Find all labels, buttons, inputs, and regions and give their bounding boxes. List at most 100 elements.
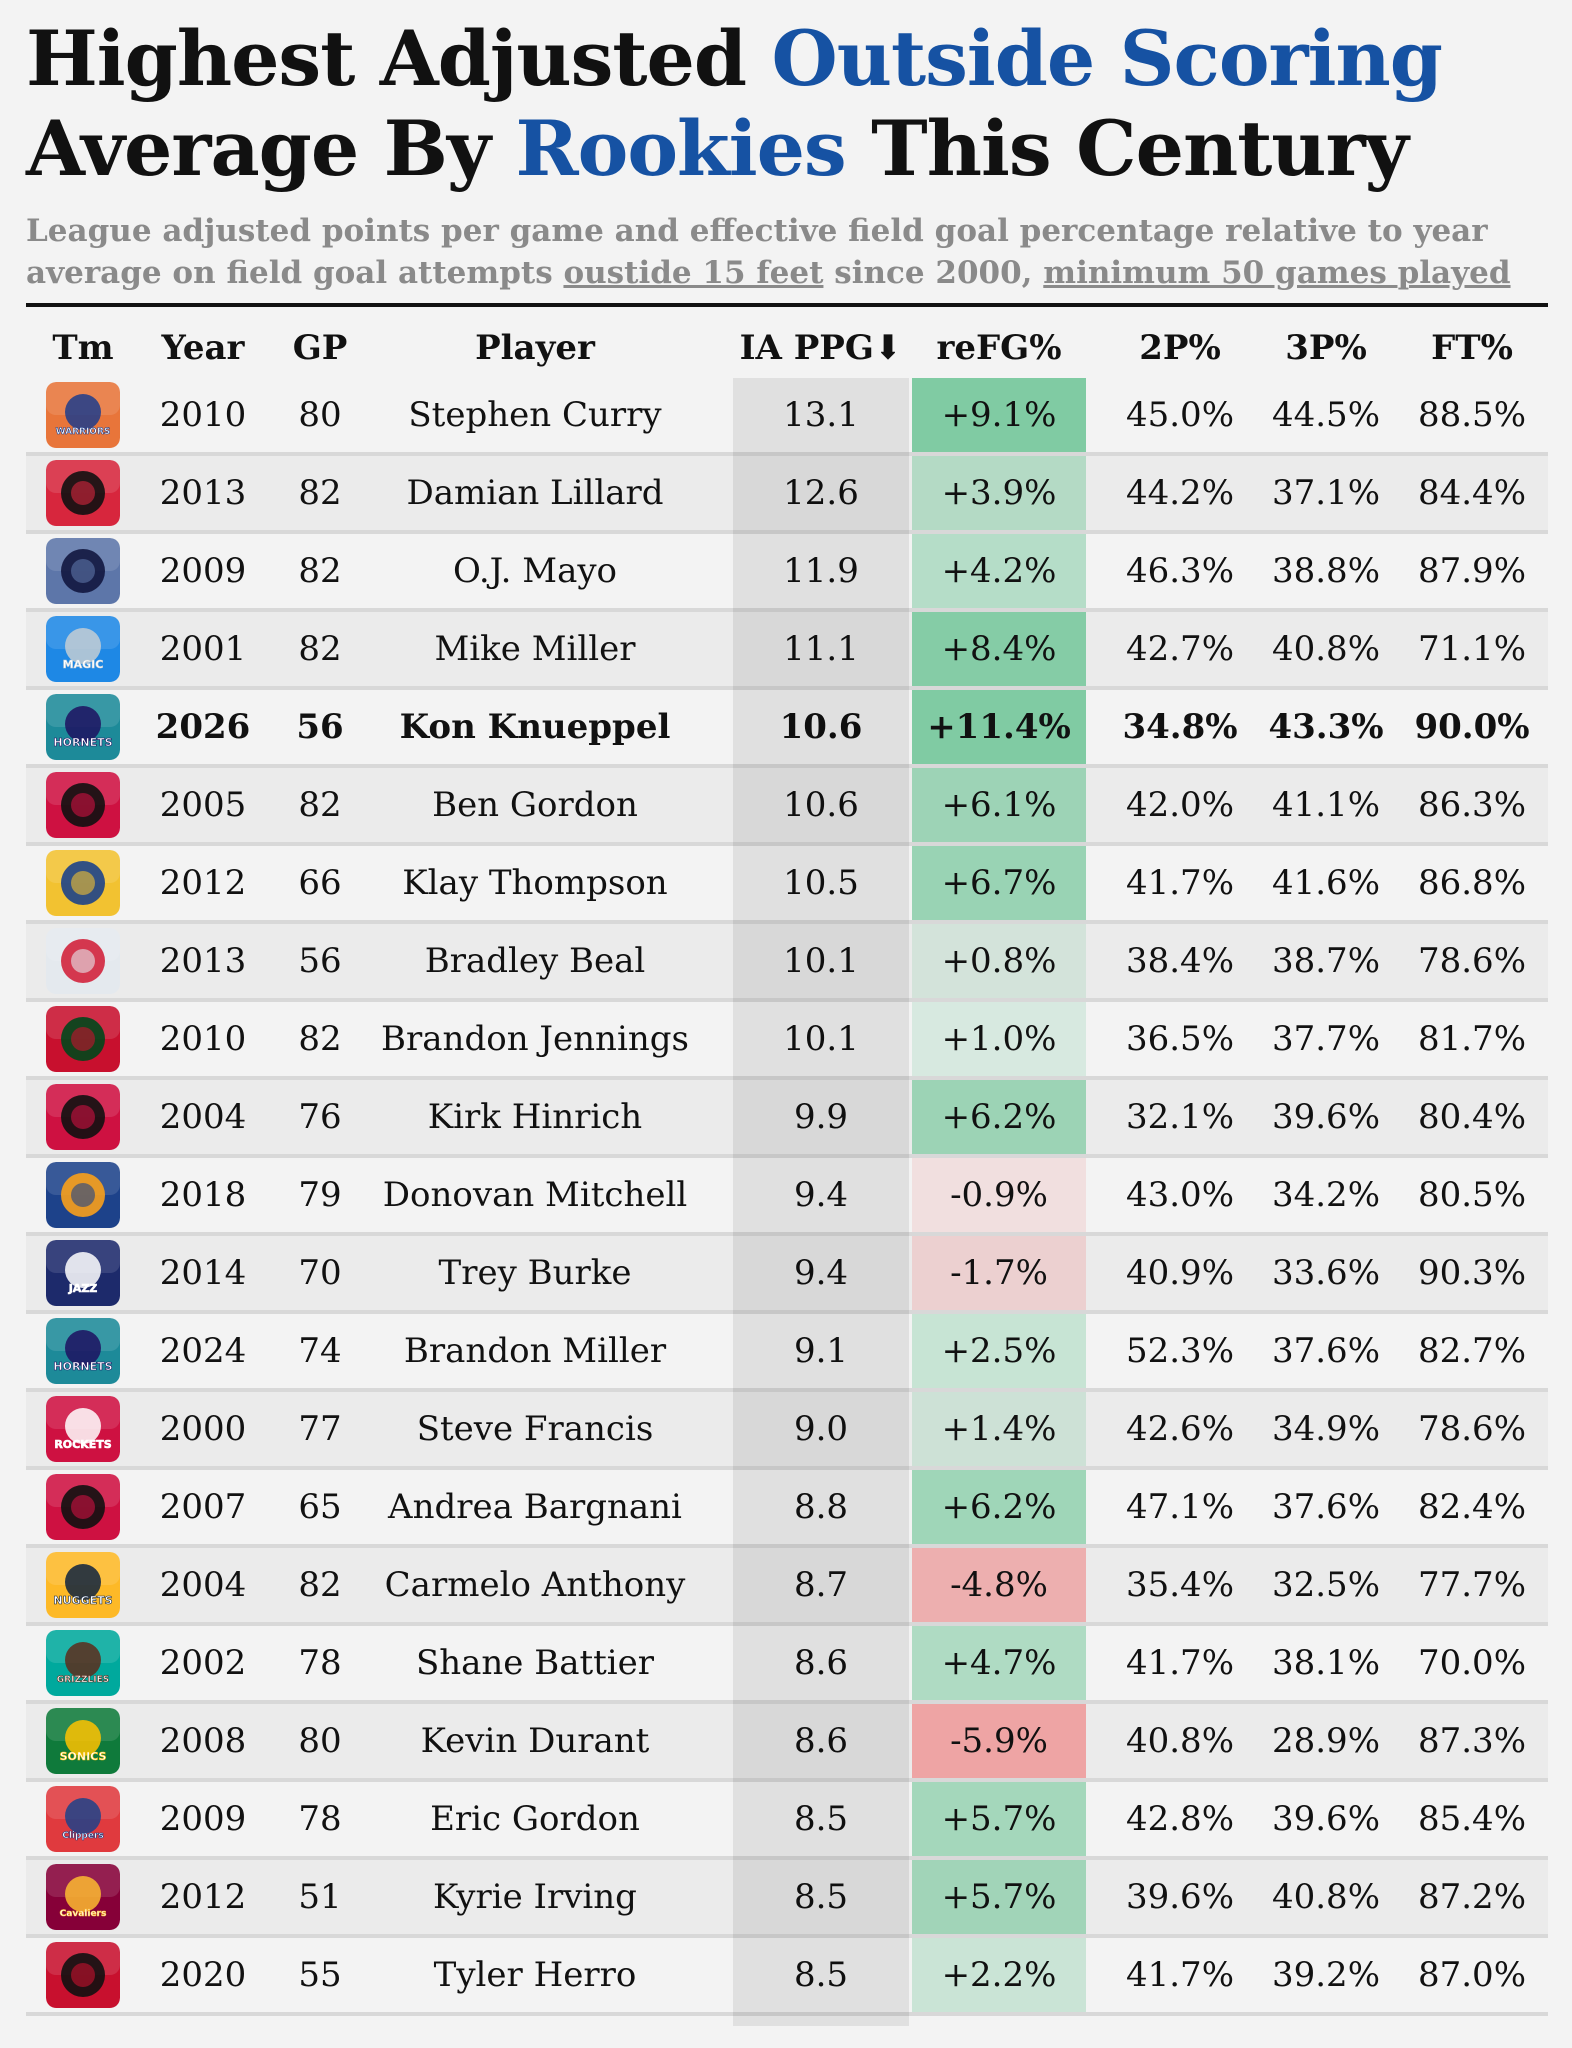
- cell-player: Kevin Durant: [420, 1721, 650, 1761]
- table-row: +1.0% 2010 82 Brandon Jennings 10.1 36.5% 37.7…: [26, 1002, 1548, 1080]
- cell-year: 2010: [159, 1019, 247, 1059]
- cell-player: Brandon Jennings: [381, 1019, 689, 1059]
- cell-3p: 38.1%: [1271, 1643, 1380, 1683]
- cell-year: 2004: [159, 1565, 247, 1605]
- team-logo-icon-hornets: HORNETS: [46, 694, 120, 760]
- cell-2p: 42.6%: [1125, 1409, 1234, 1449]
- cell-2p: 46.3%: [1125, 551, 1234, 591]
- cell-ft: 87.9%: [1417, 551, 1526, 591]
- cell-ia-ppg: 8.8: [793, 1487, 849, 1527]
- table-row: NUGGETS -4.8% 2004 82 Carmelo Anthony 8.7 35.4…: [26, 1548, 1548, 1626]
- cell-3p: 38.7%: [1271, 941, 1380, 981]
- cell-ft: 80.4%: [1417, 1097, 1526, 1137]
- team-logo-icon-warriors-old: WARRIORS: [46, 382, 120, 448]
- cell-gp: 70: [298, 1253, 342, 1293]
- subtitle-link-distance: oustide 15 feet: [563, 255, 824, 291]
- svg-text:MAGIC: MAGIC: [63, 658, 104, 671]
- cell-gp: 55: [298, 1955, 342, 1995]
- cell-refg: +0.8%: [912, 924, 1086, 998]
- cell-refg: -1.7%: [912, 1236, 1086, 1310]
- title-accent-outside-scoring: Outside Scoring: [771, 14, 1443, 103]
- header-rule: [26, 303, 1548, 307]
- cell-year: 2018: [159, 1175, 247, 1215]
- team-logo-icon-sonics: SONICS: [46, 1708, 120, 1774]
- cell-year: 2005: [159, 785, 247, 825]
- cell-2p: 34.8%: [1122, 707, 1238, 747]
- cell-refg: +6.2%: [912, 1470, 1086, 1544]
- team-logo-icon-clippers: Clippers: [46, 1786, 120, 1852]
- cell-refg: +1.0%: [912, 1002, 1086, 1076]
- cell-player: Damian Lillard: [406, 473, 664, 513]
- cell-ft: 90.0%: [1414, 707, 1530, 747]
- cell-ia-ppg: 9.0: [793, 1409, 849, 1449]
- table-row: SONICS -5.9% 2008 80 Kevin Durant 8.6 40.8% 28.…: [26, 1704, 1548, 1782]
- header-ia-ppg-label: IA PPG: [739, 328, 874, 368]
- cell-3p: 44.5%: [1271, 395, 1380, 435]
- cell-3p: 38.8%: [1271, 551, 1380, 591]
- cell-year: 2002: [159, 1643, 247, 1683]
- cell-player: Andrea Bargnani: [388, 1487, 682, 1527]
- cell-refg: +11.4%: [912, 690, 1086, 764]
- cell-gp: 65: [298, 1487, 342, 1527]
- team-logo-icon-grizzlies-old: GRIZZLIES: [46, 1630, 120, 1696]
- cell-3p: 43.3%: [1268, 707, 1384, 747]
- cell-ft: 87.3%: [1417, 1721, 1526, 1761]
- cell-year: 2001: [159, 629, 247, 669]
- table-row: ROCKETS +1.4% 2000 77 Steve Francis 9.0 42.6% 3…: [26, 1392, 1548, 1470]
- cell-ia-ppg: 10.5: [783, 863, 859, 903]
- subtitle-part-2: since 2000,: [823, 255, 1044, 291]
- cell-year: 2007: [159, 1487, 247, 1527]
- cell-gp: 78: [298, 1799, 342, 1839]
- cell-ft: 81.7%: [1417, 1019, 1526, 1059]
- cell-2p: 32.1%: [1125, 1097, 1234, 1137]
- header-gp: GP: [292, 328, 348, 368]
- cell-year: 2009: [159, 551, 247, 591]
- cell-year: 2012: [159, 1877, 247, 1917]
- cell-player: Brandon Miller: [403, 1331, 667, 1371]
- svg-text:HORNETS: HORNETS: [53, 1360, 112, 1373]
- cell-2p: 44.2%: [1125, 473, 1234, 513]
- cell-refg: +6.2%: [912, 1080, 1086, 1154]
- cell-year: 2026: [155, 707, 251, 747]
- team-logo-icon-warriors: [46, 850, 120, 916]
- cell-ft: 86.3%: [1417, 785, 1526, 825]
- cell-gp: 77: [298, 1409, 342, 1449]
- sort-down-arrow-icon: ⬇: [873, 328, 903, 368]
- cell-refg: +2.2%: [912, 1938, 1086, 2012]
- cell-ia-ppg: 10.1: [783, 1019, 859, 1059]
- cell-player: Donovan Mitchell: [382, 1175, 688, 1215]
- header-2p: 2P%: [1139, 328, 1221, 368]
- table-row: HORNETS +2.5% 2024 74 Brandon Miller 9.1 52.3%…: [26, 1314, 1548, 1392]
- cell-player: O.J. Mayo: [452, 551, 618, 591]
- cell-ia-ppg: 9.9: [793, 1097, 849, 1137]
- cell-gp: 82: [298, 785, 342, 825]
- cell-gp: 82: [298, 1565, 342, 1605]
- header-3p: 3P%: [1285, 328, 1367, 368]
- cell-2p: 41.7%: [1125, 1643, 1234, 1683]
- cell-refg: +3.9%: [912, 456, 1086, 530]
- cell-ft: 84.4%: [1417, 473, 1526, 513]
- cell-ia-ppg: 8.6: [793, 1721, 849, 1761]
- svg-text:GRIZZLIES: GRIZZLIES: [57, 1675, 109, 1685]
- cell-player: Tyler Herro: [433, 1955, 637, 1995]
- table-row: HORNETS +11.4% 2026 56 Kon Knueppel 10.6 34.8%…: [26, 690, 1548, 768]
- svg-text:HORNETS: HORNETS: [53, 736, 112, 749]
- cell-ft: 90.3%: [1417, 1253, 1526, 1293]
- table-row: Clippers +5.7% 2009 78 Eric Gordon 8.5 42.8% 39…: [26, 1782, 1548, 1860]
- title-text-2a: Average By: [26, 104, 516, 193]
- cell-refg: +5.7%: [912, 1860, 1086, 1934]
- cell-ia-ppg: 11.1: [783, 629, 859, 669]
- table-row: +2.2% 2020 55 Tyler Herro 8.5 41.7% 39.2% 87.0%: [26, 1938, 1548, 2016]
- cell-ft: 86.8%: [1417, 863, 1526, 903]
- cell-refg: -4.8%: [912, 1548, 1086, 1622]
- cell-gp: 80: [298, 395, 342, 435]
- cell-refg: -5.9%: [912, 1704, 1086, 1778]
- cell-2p: 42.0%: [1125, 785, 1234, 825]
- cell-gp: 80: [298, 1721, 342, 1761]
- cell-player: Trey Burke: [438, 1253, 632, 1293]
- cell-ia-ppg: 8.7: [793, 1565, 849, 1605]
- table-row: JAZZ -1.7% 2014 70 Trey Burke 9.4 40.9% 33.6% 90…: [26, 1236, 1548, 1314]
- cell-2p: 38.4%: [1125, 941, 1234, 981]
- cell-refg: +9.1%: [912, 378, 1086, 452]
